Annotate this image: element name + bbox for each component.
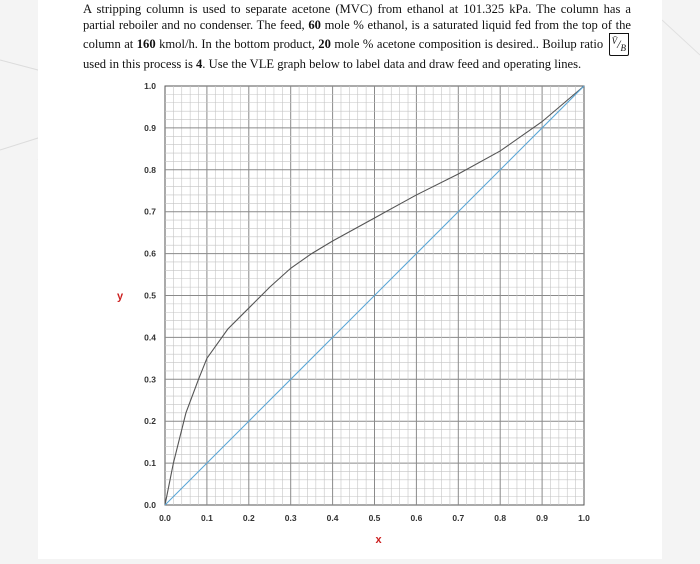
x-tick-label: 0.4 (327, 513, 339, 523)
y-tick-label: 0.2 (144, 416, 156, 426)
x-axis-label: x (375, 534, 382, 546)
problem-text: kmol/h. In the bottom product, (155, 37, 319, 51)
x-tick-label: 0.5 (369, 513, 381, 523)
ratio-numerator: V̄ (611, 36, 618, 46)
boilup-ratio-value: 4 (196, 57, 203, 71)
y-tick-label: 0.8 (144, 165, 156, 175)
x-tick-label: 0.0 (159, 513, 171, 523)
y-tick-label: 0.9 (144, 123, 156, 133)
diagonal-line (164, 85, 585, 506)
feed-composition: 60 (308, 18, 321, 32)
x-tick-label: 0.6 (410, 513, 422, 523)
x-tick-label: 0.1 (201, 513, 213, 523)
ratio-denominator: B (620, 43, 626, 53)
x-tick-label: 0.9 (536, 513, 548, 523)
y-tick-label: 0.6 (144, 249, 156, 259)
y-tick-label: 1.0 (144, 81, 156, 91)
x-tick-label: 0.2 (243, 513, 255, 523)
y-tick-label: 0.1 (144, 458, 156, 468)
equilibrium-curve (164, 85, 585, 506)
y-tick-label: 0.5 (144, 291, 156, 301)
problem-statement: A stripping column is used to separate a… (83, 1, 631, 72)
problem-text: mole % ethanol, is a saturated liquid fe… (83, 18, 631, 51)
x-tick-label: 0.8 (494, 513, 506, 523)
y-axis-label: y (117, 291, 124, 303)
y-tick-label: 0.4 (144, 332, 156, 342)
boilup-ratio-symbol: V̄/B (608, 33, 629, 56)
problem-text: used in this process is (83, 57, 196, 71)
x-tick-label: 0.3 (285, 513, 297, 523)
y-tick-label: 0.7 (144, 207, 156, 217)
problem-text: mole % acetone composition is desired.. … (330, 37, 607, 51)
y-tick-label: 0.3 (144, 374, 156, 384)
bottom-composition: 20 (318, 37, 331, 51)
feed-rate: 160 (136, 37, 156, 51)
x-tick-label: 1.0 (578, 513, 590, 523)
x-tick-label: 0.7 (452, 513, 464, 523)
problem-text: . Use the VLE graph below to label data … (202, 57, 582, 71)
y-tick-label: 0.0 (144, 500, 156, 510)
problem-text: A stripping column is used to separate a… (83, 2, 631, 32)
